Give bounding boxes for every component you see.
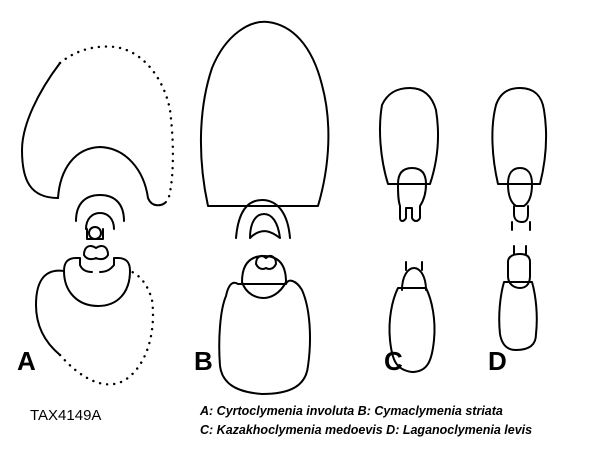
specimen-a-lower-second-whorl <box>63 270 131 307</box>
specimen-d-third-whorl <box>513 205 529 223</box>
specimen-a-lower-dotted-outline <box>58 269 155 386</box>
specimen-b-third-whorl <box>249 213 281 239</box>
specimen-a-lower-outer-whorl <box>35 269 65 356</box>
panel-label-c: C <box>384 346 403 376</box>
specimen-a-upper-dotted-outline <box>58 45 175 202</box>
specimen-b-lower-outer-whorl <box>218 279 311 395</box>
specimen-a-upper-outer-whorl <box>21 62 61 199</box>
panel-label-b: B <box>194 346 213 376</box>
legend-line-2: C: Kazakhoclymenia medoevis D: Laganocly… <box>200 423 533 437</box>
specimen-b-second-whorl <box>235 199 291 239</box>
specimen-c-lower-second-whorl <box>401 267 427 291</box>
specimen-d-lower-outer-whorl <box>498 281 538 351</box>
specimen-b-lower-second-whorl <box>241 255 287 299</box>
specimen-code: TAX4149A <box>30 407 102 424</box>
specimen-d-siphuncle <box>511 221 531 231</box>
specimen-a-fourth-whorl <box>85 212 115 230</box>
specimen-d-second-whorl <box>507 167 533 207</box>
specimen-a-central-whorl <box>86 228 104 240</box>
specimen-d <box>491 87 548 351</box>
specimen-b <box>199 20 330 395</box>
specimen-c-lower-siphuncle <box>405 261 423 271</box>
specimen-a-second-whorl <box>57 146 167 207</box>
specimen-a-lower-left-shoulder <box>63 257 93 273</box>
specimen-a-third-whorl <box>75 194 125 222</box>
specimen-b-outer-whorl <box>199 20 330 207</box>
specimen-c-lower-outer-whorl <box>388 287 436 373</box>
specimen-a-lower-right-shoulder <box>99 257 131 273</box>
specimen-a-protoconch <box>88 226 102 240</box>
specimen-b-lower-protoconch <box>255 255 277 270</box>
specimen-c <box>379 87 439 373</box>
specimen-c-outer-whorl <box>379 87 439 185</box>
specimen-c-second-whorl <box>397 167 427 222</box>
specimen-d-outer-whorl <box>491 87 548 185</box>
specimen-d-lower-siphuncle <box>513 245 527 255</box>
specimen-d-lower-second-whorl <box>507 253 531 289</box>
panel-label-d: D <box>488 346 507 376</box>
specimen-a-lower-protoconch <box>83 245 109 261</box>
legend-line-1: A: Cyrtoclymenia involuta B: Cymaclymeni… <box>200 404 503 418</box>
specimen-a <box>21 45 175 386</box>
panel-label-a: A <box>17 346 36 376</box>
